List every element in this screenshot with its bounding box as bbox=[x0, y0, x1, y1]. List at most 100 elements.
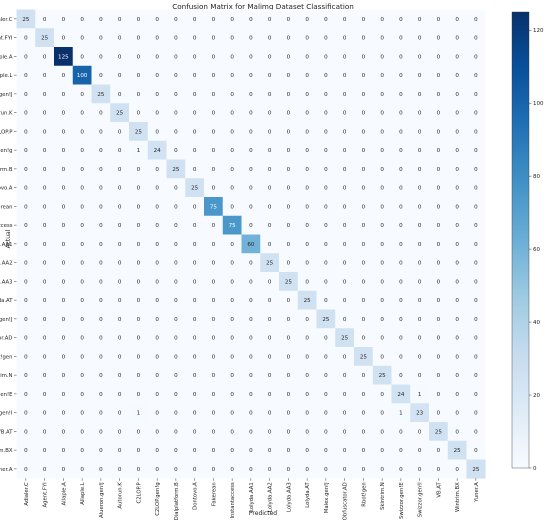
cell-value-label: 0 bbox=[118, 317, 122, 323]
heatmap-cell bbox=[447, 9, 467, 29]
cell-value-label: 0 bbox=[474, 36, 478, 42]
heatmap-cell bbox=[91, 197, 111, 217]
cell-value-label: 0 bbox=[43, 129, 47, 135]
cell-value-label: 0 bbox=[249, 223, 253, 229]
cell-value-label: 0 bbox=[362, 467, 366, 473]
heatmap-cell bbox=[185, 309, 205, 329]
cell-value-label: 0 bbox=[287, 392, 291, 398]
cell-value-label: 0 bbox=[43, 111, 47, 117]
cell-value-label: 0 bbox=[230, 111, 234, 117]
cell-value-label: 0 bbox=[287, 17, 291, 23]
cell-value-label: 0 bbox=[230, 167, 234, 173]
heatmap-cell bbox=[110, 272, 130, 292]
cell-value-label: 0 bbox=[455, 354, 459, 360]
heatmap-cell bbox=[466, 122, 486, 142]
heatmap-cell bbox=[91, 422, 111, 442]
heatmap-cell bbox=[129, 159, 149, 179]
cell-value-label: 0 bbox=[249, 279, 253, 285]
cell-value-label: 0 bbox=[43, 298, 47, 304]
heatmap-cell bbox=[260, 140, 280, 160]
heatmap-cell bbox=[447, 234, 467, 254]
cell-value-label: 0 bbox=[380, 36, 384, 42]
heatmap-cell bbox=[297, 140, 317, 160]
cell-value-label: 25 bbox=[341, 336, 349, 342]
cell-value-label: 0 bbox=[230, 467, 234, 473]
cell-value-label: 0 bbox=[418, 186, 422, 192]
cell-value-label: 0 bbox=[62, 129, 66, 135]
heatmap-cell bbox=[16, 422, 36, 442]
cell-value-label: 0 bbox=[437, 73, 441, 79]
heatmap-cell bbox=[204, 140, 224, 160]
cell-value-label: 0 bbox=[324, 392, 328, 398]
cell-value-label: 0 bbox=[268, 111, 272, 117]
y-tick-label: Lolyda.AA3 bbox=[0, 279, 13, 285]
cell-value-label: 0 bbox=[437, 223, 441, 229]
heatmap-cell bbox=[110, 122, 130, 142]
cell-value-label: 0 bbox=[399, 373, 403, 379]
heatmap-cell bbox=[260, 309, 280, 329]
heatmap-cell bbox=[222, 122, 242, 142]
y-tick-label: Autorun.K bbox=[0, 111, 13, 117]
heatmap-cell bbox=[260, 159, 280, 179]
cell-value-label: 0 bbox=[62, 373, 66, 379]
cell-value-label: 0 bbox=[62, 73, 66, 79]
cell-value-label: 0 bbox=[418, 336, 422, 342]
cell-value-label: 0 bbox=[305, 73, 309, 79]
heatmap-cell bbox=[147, 103, 167, 123]
cell-value-label: 0 bbox=[380, 17, 384, 23]
cell-value-label: 0 bbox=[118, 467, 122, 473]
cell-value-label: 0 bbox=[455, 261, 459, 267]
cell-value-label: 0 bbox=[155, 111, 159, 117]
heatmap-cell bbox=[316, 272, 336, 292]
heatmap-cell bbox=[354, 28, 374, 48]
cell-value-label: 0 bbox=[174, 129, 178, 135]
cell-value-label: 0 bbox=[62, 261, 66, 267]
heatmap-cell bbox=[354, 365, 374, 385]
heatmap-cell bbox=[110, 347, 130, 367]
heatmap-cell bbox=[204, 459, 224, 479]
heatmap-cell bbox=[279, 459, 299, 479]
heatmap-cell bbox=[410, 234, 430, 254]
heatmap-cell bbox=[372, 65, 392, 85]
heatmap-cell bbox=[147, 84, 167, 104]
cell-value-label: 0 bbox=[474, 392, 478, 398]
heatmap-cell bbox=[166, 253, 186, 273]
heatmap-cell bbox=[241, 178, 261, 198]
heatmap-cell bbox=[166, 459, 186, 479]
cell-value-label: 0 bbox=[362, 392, 366, 398]
cell-value-label: 0 bbox=[324, 467, 328, 473]
heatmap-cell bbox=[297, 253, 317, 273]
cell-value-label: 0 bbox=[137, 167, 141, 173]
cell-value-label: 0 bbox=[249, 92, 253, 98]
heatmap-cell bbox=[260, 122, 280, 142]
cell-value-label: 0 bbox=[287, 54, 291, 60]
heatmap-cell bbox=[166, 440, 186, 460]
cell-value-label: 0 bbox=[380, 204, 384, 210]
heatmap-cell bbox=[241, 309, 261, 329]
cell-value-label: 0 bbox=[437, 392, 441, 398]
cell-value-label: 0 bbox=[174, 429, 178, 435]
cell-value-label: 0 bbox=[24, 336, 28, 342]
heatmap-cell bbox=[466, 403, 486, 423]
cell-value-label: 0 bbox=[455, 392, 459, 398]
heatmap-cell bbox=[185, 272, 205, 292]
cell-value-label: 0 bbox=[212, 411, 216, 417]
heatmap-cell bbox=[410, 197, 430, 217]
heatmap-cell bbox=[35, 84, 55, 104]
heatmap-cell bbox=[129, 309, 149, 329]
heatmap-cell bbox=[54, 140, 74, 160]
heatmap-cell bbox=[372, 159, 392, 179]
heatmap-cell bbox=[279, 290, 299, 310]
cell-value-label: 0 bbox=[80, 111, 84, 117]
heatmap-cell bbox=[166, 28, 186, 48]
heatmap-cell bbox=[72, 159, 92, 179]
cell-value-label: 0 bbox=[343, 92, 347, 98]
heatmap-cell bbox=[260, 28, 280, 48]
heatmap-cell bbox=[466, 253, 486, 273]
heatmap-cell bbox=[241, 65, 261, 85]
heatmap-cell bbox=[260, 384, 280, 404]
heatmap-cell bbox=[110, 328, 130, 348]
x-tick-label: Adialer.C bbox=[24, 482, 30, 506]
heatmap-cell bbox=[222, 422, 242, 442]
heatmap-cell bbox=[279, 215, 299, 235]
